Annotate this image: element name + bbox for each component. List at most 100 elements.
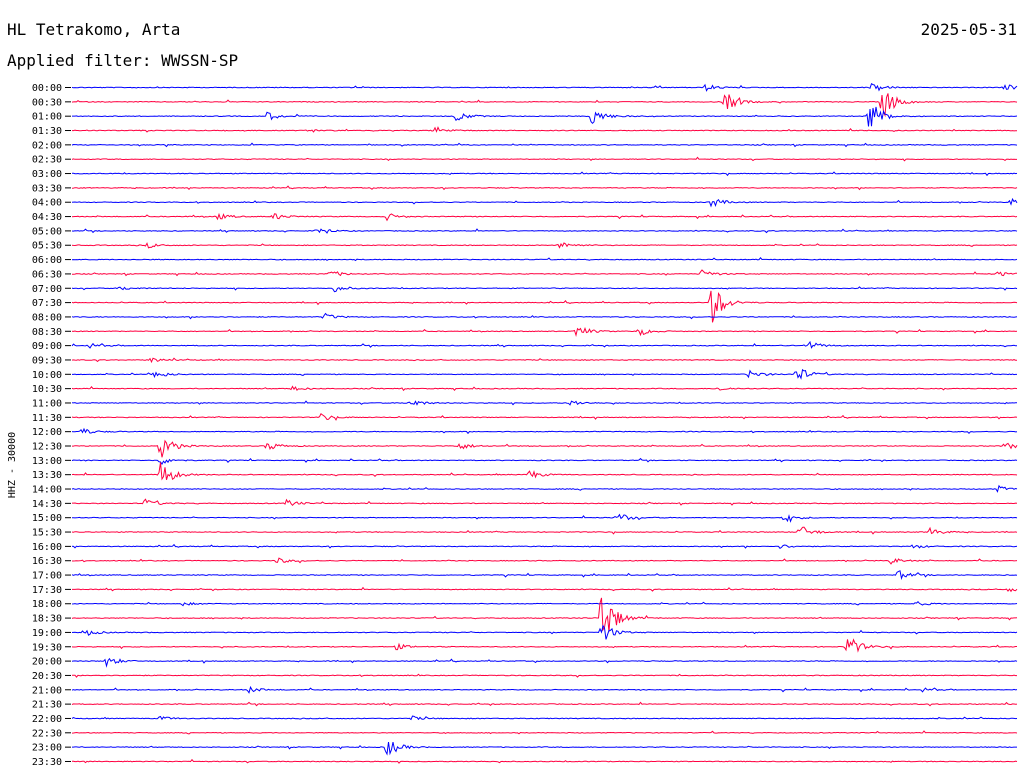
trace-0600 xyxy=(71,257,1018,262)
station-title: HL Tetrakomo, Arta xyxy=(7,20,181,39)
trace-1800 xyxy=(71,600,1018,607)
trace-1630 xyxy=(72,557,1018,565)
row-tick-label: 22:00 xyxy=(32,714,62,725)
row-tick-label: 14:30 xyxy=(32,499,62,510)
trace-1900 xyxy=(71,624,1018,640)
row-tick-label: 10:30 xyxy=(32,384,62,395)
trace-0030 xyxy=(71,93,1018,118)
trace-2100 xyxy=(71,685,1018,694)
trace-0400 xyxy=(71,197,1018,208)
row-tick-label: 19:00 xyxy=(32,628,62,639)
trace-1130 xyxy=(71,413,1018,421)
row-tick-label: 13:30 xyxy=(32,470,62,481)
row-tick-label: 07:00 xyxy=(32,284,62,295)
trace-1000 xyxy=(72,368,1017,380)
trace-0200 xyxy=(71,142,1018,148)
row-tick-label: 21:30 xyxy=(32,700,62,711)
row-tick-label: 09:00 xyxy=(32,341,62,352)
row-tick-label: 17:00 xyxy=(32,571,62,582)
trace-0830 xyxy=(71,326,1018,337)
trace-2200 xyxy=(71,715,1018,721)
trace-0500 xyxy=(71,228,1018,234)
row-tick-label: 16:30 xyxy=(32,556,62,567)
row-tick-label: 10:00 xyxy=(32,370,62,381)
trace-2000 xyxy=(71,657,1018,668)
trace-0700 xyxy=(71,286,1018,293)
trace-1430 xyxy=(72,498,1018,507)
row-tick-label: 06:30 xyxy=(32,269,62,280)
trace-2300 xyxy=(72,741,1017,756)
row-tick-label: 06:00 xyxy=(32,255,62,266)
filter-label: Applied filter: WWSSN-SP xyxy=(7,51,239,70)
trace-1530 xyxy=(71,526,1018,535)
row-tick-label: 15:00 xyxy=(32,513,62,524)
trace-0100 xyxy=(72,106,1018,127)
row-tick-label: 23:00 xyxy=(32,743,62,754)
trace-1100 xyxy=(71,400,1017,406)
row-tick-label: 08:30 xyxy=(32,327,62,338)
row-tick-label: 03:00 xyxy=(32,169,62,180)
row-tick-label: 04:00 xyxy=(32,198,62,209)
trace-2130 xyxy=(71,701,1018,707)
row-tick-label: 03:30 xyxy=(32,183,62,194)
row-tick-label: 20:00 xyxy=(32,657,62,668)
trace-2030 xyxy=(72,673,1017,678)
trace-0900 xyxy=(71,340,1018,349)
trace-2330 xyxy=(72,758,1018,764)
row-tick-label: 12:00 xyxy=(32,427,62,438)
row-tick-label: 18:00 xyxy=(32,599,62,610)
trace-1500 xyxy=(71,513,1018,523)
row-tick-label: 16:00 xyxy=(32,542,62,553)
trace-1200 xyxy=(71,427,1018,435)
row-tick-label: 05:00 xyxy=(32,226,62,237)
trace-0130 xyxy=(72,126,1018,133)
trace-0530 xyxy=(71,242,1018,249)
trace-0800 xyxy=(71,312,1018,320)
trace-0630 xyxy=(72,269,1018,277)
row-tick-label: 00:30 xyxy=(32,97,62,108)
row-tick-label: 23:30 xyxy=(32,757,62,768)
row-tick-label: 00:00 xyxy=(32,83,62,94)
trace-1400 xyxy=(71,484,1018,493)
trace-1830 xyxy=(71,597,1018,632)
row-tick-label: 20:30 xyxy=(32,671,62,682)
row-tick-label: 08:00 xyxy=(32,312,62,323)
row-tick-label: 19:30 xyxy=(32,642,62,653)
row-tick-label: 11:30 xyxy=(32,413,62,424)
row-tick-label: 18:30 xyxy=(32,614,62,625)
trace-group xyxy=(71,82,1018,764)
row-tick-label: 01:30 xyxy=(32,126,62,137)
trace-1930 xyxy=(71,638,1017,653)
trace-1030 xyxy=(71,385,1018,392)
trace-1230 xyxy=(72,439,1018,458)
trace-2230 xyxy=(71,730,1018,735)
row-tick-label: 22:30 xyxy=(32,728,62,739)
date-label: 2025-05-31 xyxy=(920,20,1017,39)
row-tick-label: 01:00 xyxy=(32,112,62,123)
row-tick-label: 15:30 xyxy=(32,528,62,539)
trace-1730 xyxy=(72,586,1018,593)
row-tick-label: 17:30 xyxy=(32,585,62,596)
trace-1330 xyxy=(71,462,1018,481)
trace-1600 xyxy=(71,543,1018,549)
y-axis-label: HHZ - 30000 xyxy=(7,432,18,498)
row-tick-label: 02:00 xyxy=(32,140,62,151)
trace-1700 xyxy=(71,570,1018,581)
row-tick-label: 11:00 xyxy=(32,398,62,409)
trace-0430 xyxy=(71,212,1018,222)
tick-group: 00:00 00:30 01:00 01:30 02:00 02:30 03:00 03:30… xyxy=(32,83,71,768)
row-tick-label: 13:00 xyxy=(32,456,62,467)
trace-0230 xyxy=(71,156,1017,162)
trace-0730 xyxy=(71,290,1018,323)
row-tick-label: 07:30 xyxy=(32,298,62,309)
trace-1300 xyxy=(71,457,1018,466)
row-tick-label: 05:30 xyxy=(32,241,62,252)
trace-0000 xyxy=(71,82,1018,92)
row-tick-label: 04:30 xyxy=(32,212,62,223)
row-tick-label: 02:30 xyxy=(32,155,62,166)
trace-0300 xyxy=(71,171,1018,177)
row-tick-label: 21:00 xyxy=(32,685,62,696)
row-tick-label: 12:30 xyxy=(32,442,62,453)
trace-0330 xyxy=(71,185,1018,191)
